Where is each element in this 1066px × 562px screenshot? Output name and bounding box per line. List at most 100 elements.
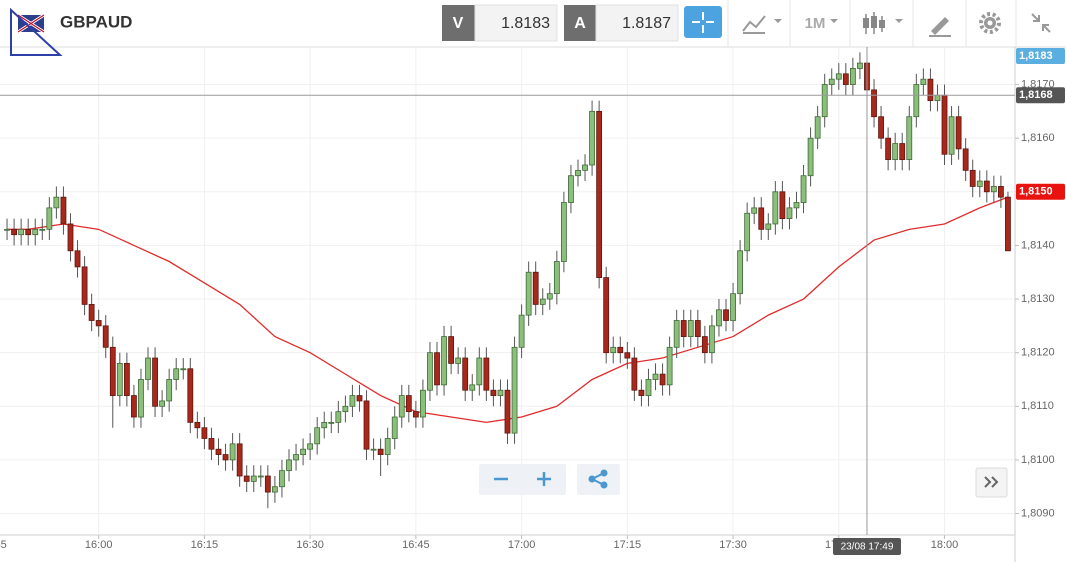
x-tick-label: 16:15 — [191, 539, 219, 551]
candle-body — [779, 191, 786, 220]
candle-body — [391, 416, 398, 439]
axes: 1,8090 1,8100 1,8110 1,8120 1,8130 1,8140 1,81… — [0, 78, 1055, 550]
draw-button[interactable] — [929, 17, 951, 37]
candle-body — [835, 73, 842, 80]
candle-body — [95, 320, 102, 327]
candle-body — [913, 84, 920, 118]
zoom-in-button[interactable] — [537, 472, 551, 486]
candle-body — [46, 207, 53, 230]
candle-body — [631, 357, 638, 391]
candle-body — [976, 180, 983, 187]
candle-body — [293, 454, 299, 461]
candle-body — [377, 448, 384, 455]
candle-body — [420, 389, 426, 418]
candle-body — [518, 314, 525, 348]
candle-body — [546, 293, 553, 300]
candle-body — [575, 169, 581, 177]
candle-body — [257, 475, 264, 478]
flag-icon[interactable] — [10, 7, 63, 56]
x-tick-label: 17:15 — [614, 539, 642, 551]
dropdown-arrow — [830, 19, 838, 23]
candle-body — [673, 320, 680, 348]
candle-body — [998, 186, 1004, 198]
candle-body — [800, 175, 807, 203]
candle-icon — [871, 16, 877, 28]
candle-body — [469, 384, 476, 391]
bid-box[interactable] — [474, 4, 558, 42]
candle-body — [948, 116, 955, 155]
candle-body — [589, 110, 595, 166]
y-tick-label: 1,8100 — [1021, 454, 1055, 466]
share-icon — [600, 469, 608, 477]
candle-body — [878, 116, 884, 139]
candle-body — [962, 148, 969, 171]
candle-body — [180, 368, 187, 371]
candle-body — [11, 228, 17, 236]
candle-body — [455, 357, 462, 364]
candle-body — [969, 169, 976, 187]
candle-body — [765, 223, 772, 230]
collapse-button[interactable] — [1031, 13, 1051, 33]
candle-icon — [863, 18, 869, 28]
timeframe-button[interactable]: 1M — [805, 15, 838, 32]
candle-body — [539, 298, 546, 305]
scroll-latest-button[interactable] — [975, 467, 1008, 498]
candle-body — [553, 261, 560, 295]
candle-body — [81, 266, 88, 305]
candle-body — [349, 395, 356, 407]
price-tag — [1016, 183, 1065, 200]
share-button[interactable] — [577, 464, 620, 495]
candle-body — [828, 78, 835, 85]
candle-body — [335, 411, 342, 423]
crosshair-button[interactable] — [684, 6, 722, 38]
candle-body — [610, 346, 617, 354]
candle-body — [906, 116, 913, 161]
candle-body — [60, 196, 67, 225]
candle-body — [871, 89, 877, 118]
bid-label-box[interactable] — [442, 5, 475, 41]
candle-body — [582, 164, 588, 171]
candle-body — [786, 207, 793, 220]
y-tick-label: 1,8090 — [1021, 507, 1055, 519]
candle-body — [723, 309, 729, 321]
crosshair-time-tag — [832, 538, 901, 555]
gear-hole — [987, 20, 993, 26]
candle-body — [680, 320, 687, 337]
candle-body — [208, 438, 215, 450]
candle-body — [857, 62, 863, 69]
x-tick-label: 16:30 — [296, 539, 324, 551]
candle-style-button[interactable] — [863, 12, 903, 34]
zoom-controls — [479, 464, 1008, 498]
moving-average-line — [7, 196, 1009, 424]
ask-box[interactable] — [595, 4, 679, 42]
candle-body — [300, 448, 306, 455]
settings-button[interactable] — [979, 12, 1001, 34]
candle-body — [476, 357, 483, 386]
candle-body — [560, 202, 567, 262]
crosshair-price-tag — [1016, 87, 1065, 104]
candle-body — [102, 325, 109, 348]
candle-body — [532, 271, 539, 305]
candle-body — [159, 400, 166, 407]
candle-body — [18, 228, 25, 236]
candle-body — [892, 143, 899, 161]
x-tick-label: 17:00 — [508, 539, 536, 551]
bid-label: V — [453, 15, 464, 32]
candle-body — [166, 379, 173, 402]
ask-label: A — [574, 15, 586, 32]
dropdown-arrow — [895, 19, 903, 23]
candle-body — [187, 368, 194, 423]
x-tick-label: 15:45 — [0, 539, 7, 551]
bid-price: 1.8183 — [501, 15, 550, 32]
ask-label-box[interactable] — [564, 5, 596, 41]
chart-type-button[interactable] — [742, 15, 782, 34]
y-tick-label: 1,8110 — [1021, 400, 1054, 412]
candle-body — [173, 368, 180, 380]
candle-body — [434, 352, 440, 386]
candle-body — [568, 175, 574, 203]
candle-body — [67, 223, 74, 252]
candle-body — [412, 411, 419, 418]
candle-body — [1005, 196, 1011, 252]
